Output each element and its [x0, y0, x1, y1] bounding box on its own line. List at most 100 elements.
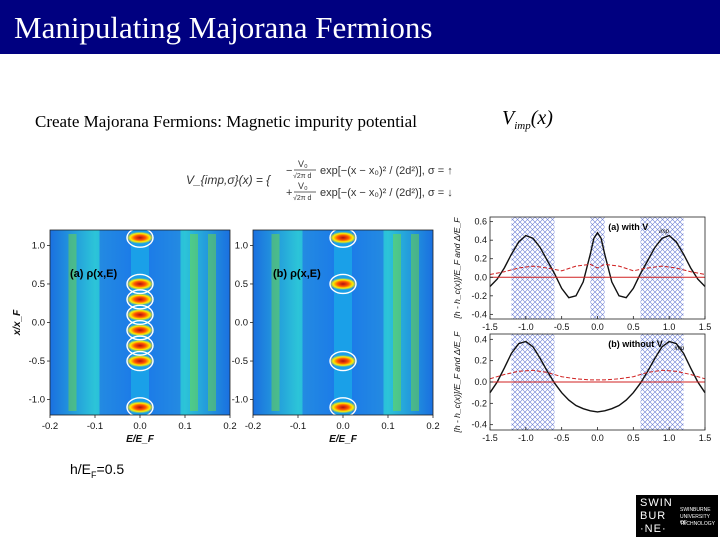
y-tick-label: -1.0 — [232, 395, 248, 406]
line-panel-a: (a) with V imp -1.5 -1.0 -0.5 0.0 0.5 1.0 1.5 0.6… — [452, 216, 712, 332]
heatmap-hotspot — [329, 277, 357, 290]
x-tick-label: -0.5 — [554, 433, 570, 443]
line-panel-label: (a) with V — [608, 222, 648, 232]
y-tick-label: 0.2 — [474, 356, 487, 366]
heatmap-band — [302, 230, 334, 415]
x-tick-label: -1.5 — [482, 322, 498, 332]
logo-right-2: UNIVERSITY OF — [680, 514, 710, 526]
heatmap-panel-label: (b) ρ(x,E) — [273, 268, 321, 280]
majorana-circle — [126, 320, 154, 341]
potential-formula: V_{imp,σ}(x) = { − V₀ √2π d exp[−(x − x₀… — [186, 159, 453, 202]
y-axis-label: [h - h_c(x)]/E_F and Δ/E_F — [452, 331, 462, 434]
logo-line-2: BUR — [640, 510, 667, 522]
x-tick-label: -0.1 — [290, 421, 306, 432]
heatmap-figure: (a) ρ(x,E) -0.2 -0.1 0.0 0.1 0.2 E/E_F 1.0 0.5 0.… — [12, 227, 440, 445]
y-tick-label: 0.5 — [32, 279, 45, 290]
y-tick-label: -0.5 — [232, 356, 248, 367]
line-panel-label-sub: imp — [659, 229, 669, 235]
heatmap-hotspot — [126, 355, 154, 368]
formula-bot-den: √2π d — [293, 194, 312, 202]
x-tick-label: -1.5 — [482, 433, 498, 443]
majorana-circle — [329, 350, 357, 372]
y-tick-label: 1.0 — [32, 240, 45, 251]
y-tick-label: 0.6 — [474, 217, 487, 227]
x-tick-label: 0.2 — [426, 421, 439, 432]
y-tick-label: 0.4 — [474, 334, 487, 344]
formula-top-sign: − — [286, 165, 292, 177]
formula-bot-sign: + — [286, 187, 292, 199]
majorana-circle — [126, 350, 154, 372]
vimp-main: V — [502, 107, 515, 129]
heatmap-streak — [208, 234, 216, 411]
heatmap-panel-label: (a) ρ(x,E) — [70, 268, 117, 280]
x-tick-label: 1.0 — [663, 433, 676, 443]
heatmap-hotspot — [329, 401, 357, 414]
series-energy-gap — [489, 231, 706, 299]
heatmap-hotspot — [126, 308, 154, 321]
fermi-note: h/EF=0.5 — [70, 461, 124, 480]
series-pairing-gap — [489, 369, 706, 381]
heatmap-streak — [190, 234, 198, 411]
majorana-circle — [126, 335, 154, 356]
y-tick-label: 0.0 — [474, 272, 487, 282]
y-tick-label: -0.2 — [471, 398, 487, 408]
y-tick-label: 0.2 — [474, 254, 487, 264]
x-tick-label: -1.0 — [518, 322, 534, 332]
x-tick-label: 0.5 — [627, 433, 640, 443]
heatmap-hotspot — [329, 355, 357, 368]
x-tick-label: 0.5 — [627, 322, 640, 332]
heatmap-hotspot — [126, 339, 154, 352]
x-axis-label: E/E_F — [329, 434, 358, 445]
line-panel-label: (b) without V — [608, 339, 662, 349]
x-tick-label: 1.5 — [699, 322, 712, 332]
slide-subtitle: Create Majorana Fermions: Magnetic impur… — [35, 112, 417, 131]
heatmap-hotspot — [126, 401, 154, 414]
majorana-circle — [126, 304, 154, 325]
x-tick-label: -0.2 — [245, 421, 261, 432]
vimp-symbol: Vimp(x) — [502, 107, 553, 132]
hatched-region — [511, 217, 555, 319]
logo-right-3: TECHNOLOGY — [680, 521, 716, 527]
majorana-circle — [329, 227, 357, 248]
heatmap-background — [253, 230, 433, 415]
y-tick-label: -0.4 — [471, 309, 487, 319]
formula-exp-top: exp[−(x − x₀)² / (2d²)], σ = ↑ — [320, 165, 453, 177]
y-tick-label: 0.0 — [235, 318, 248, 329]
x-tick-label: 0.0 — [591, 433, 604, 443]
heatmap-panel-a: (a) ρ(x,E) -0.2 -0.1 0.0 0.1 0.2 E/E_F 1.0 0.5 0.… — [12, 227, 237, 445]
line-panel-label-sub: imp — [675, 346, 685, 352]
vimp-sub: imp — [514, 120, 531, 132]
x-tick-label: 0.1 — [381, 421, 394, 432]
note-sub: F — [91, 469, 97, 480]
x-tick-label: 0.1 — [178, 421, 191, 432]
heatmap-hotspot — [126, 231, 154, 244]
heatmap-streak — [393, 234, 401, 411]
heatmap-background — [50, 230, 230, 415]
y-tick-label: 0.0 — [32, 318, 45, 329]
x-tick-label: 0.0 — [591, 322, 604, 332]
x-tick-label: 1.5 — [699, 433, 712, 443]
y-tick-label: -1.0 — [29, 395, 45, 406]
heatmap-hotspot — [329, 231, 357, 244]
formula-top-den: √2π d — [293, 172, 312, 180]
vimp-arg: (x) — [530, 107, 553, 129]
x-tick-label: -1.0 — [518, 433, 534, 443]
x-tick-label: 0.0 — [133, 421, 146, 432]
heatmap-streak — [68, 234, 77, 411]
majorana-circle — [126, 273, 154, 295]
x-tick-label: -0.2 — [42, 421, 58, 432]
series-pairing-gap — [489, 263, 706, 275]
majorana-circle — [126, 227, 154, 248]
formula-lhs: V_{imp,σ}(x) = { — [186, 173, 271, 187]
heatmap-streak — [411, 234, 419, 411]
heatmap-band — [352, 230, 384, 415]
heatmap-streak — [271, 234, 280, 411]
y-tick-label: -0.5 — [29, 356, 45, 367]
logo-right-1: SWINBURNE — [680, 507, 711, 513]
formula-bot-num: V₀ — [298, 181, 308, 191]
heatmap-hotspot — [126, 293, 154, 306]
note-prefix: h/E — [70, 461, 92, 477]
logo-line-3: ·NE· — [640, 523, 667, 535]
x-tick-label: 0.2 — [223, 421, 236, 432]
y-tick-label: -0.4 — [471, 420, 487, 430]
